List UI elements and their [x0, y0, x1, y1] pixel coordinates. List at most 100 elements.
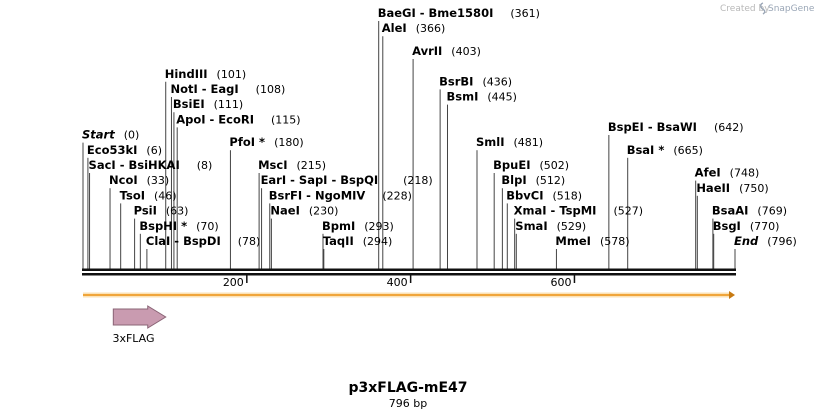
- restriction-site-naei[interactable]: NaeI (230): [270, 204, 338, 218]
- feature-arrow[interactable]: [112, 305, 167, 329]
- restriction-site-bsai[interactable]: BsaI * (665): [627, 143, 703, 157]
- site-name: BpmI: [322, 219, 355, 233]
- restriction-site-eco53ki[interactable]: Eco53kI (6): [87, 143, 162, 157]
- site-position: (796): [767, 235, 797, 248]
- restriction-site-baegi-bme1580i[interactable]: BaeGI - Bme1580I (361): [378, 6, 540, 20]
- site-position: (445): [487, 91, 517, 104]
- site-name: BsgI: [713, 219, 741, 233]
- site-name: XmaI - TspMI: [514, 204, 597, 218]
- restriction-site-tsoi[interactable]: TsoI (46): [120, 188, 177, 202]
- restriction-site-bsiei[interactable]: BsiEI (111): [173, 97, 243, 111]
- restriction-site-mmei[interactable]: MmeI (578): [555, 234, 629, 248]
- restriction-site-msci[interactable]: MscI (215): [258, 158, 326, 172]
- ruler-tick-label-200: 200: [223, 276, 244, 289]
- orf-bar: [83, 294, 729, 296]
- restriction-site-end[interactable]: End (796): [734, 234, 797, 248]
- site-name: BspHI *: [139, 219, 187, 233]
- restriction-site-bsrbi[interactable]: BsrBI (436): [439, 74, 512, 88]
- site-name: BlpI: [501, 173, 526, 187]
- sequence-ruler: 200 400 600: [82, 268, 736, 289]
- restriction-site-hindiii[interactable]: HindIII (101): [165, 67, 246, 81]
- site-name: BaeGI - Bme1580I: [378, 6, 494, 20]
- site-name: BsrFI - NgoMIV: [269, 188, 366, 202]
- restriction-site-blpi[interactable]: BlpI (512): [501, 173, 565, 187]
- credit-prefix: Created by: [720, 4, 770, 14]
- site-position: (215): [296, 159, 326, 172]
- restriction-site-bsrfi-ngomiv[interactable]: BsrFI - NgoMIV (228): [269, 188, 412, 202]
- restriction-site-pfoi[interactable]: PfoI * (180): [229, 135, 303, 149]
- site-name: PsiI: [134, 204, 157, 218]
- restriction-site-psii[interactable]: PsiI (63): [134, 204, 189, 218]
- site-position: (770): [750, 220, 780, 233]
- restriction-site-apoi-ecori[interactable]: ApoI - EcoRI (115): [176, 112, 300, 126]
- snapgene-credit: Created by SnapGene: [720, 2, 815, 15]
- restriction-site-bbvci[interactable]: BbvCI (518): [506, 188, 582, 202]
- restriction-site-bpuei[interactable]: BpuEI (502): [493, 158, 569, 172]
- site-name: BbvCI: [506, 188, 543, 202]
- site-name: ApoI - EcoRI: [176, 112, 254, 126]
- restriction-site-bsaai[interactable]: BsaAI (769): [712, 204, 787, 218]
- sequence-strand-top: [82, 268, 736, 271]
- restriction-site-taqii[interactable]: TaqII (294): [323, 234, 393, 248]
- site-position: (502): [540, 159, 570, 172]
- ruler-ticks: 200 400 600: [223, 275, 576, 289]
- restriction-site-afei[interactable]: AfeI (748): [695, 166, 760, 180]
- site-position: (769): [757, 205, 787, 218]
- restriction-site-eari-sapi-bspqi[interactable]: EarI - SapI - BspQI (218): [261, 173, 433, 187]
- site-name: EarI - SapI - BspQI: [261, 173, 379, 187]
- restriction-site-alei[interactable]: AleI (366): [382, 21, 446, 35]
- site-position: (228): [382, 189, 412, 202]
- site-position: (230): [309, 205, 339, 218]
- site-position: (33): [147, 174, 170, 187]
- site-position: (366): [416, 22, 446, 35]
- restriction-site-noti-eagi[interactable]: NotI - EagI (108): [170, 82, 285, 96]
- restriction-site-smli[interactable]: SmlI (481): [476, 135, 543, 149]
- site-position: (218): [403, 174, 433, 187]
- restriction-site-haeii[interactable]: HaeII (750): [696, 181, 768, 195]
- site-name: AvrII: [412, 44, 442, 58]
- site-name: ClaI - BspDI: [146, 234, 221, 248]
- site-name: AfeI: [695, 166, 721, 180]
- site-position: (294): [363, 235, 393, 248]
- site-position: (361): [510, 7, 540, 20]
- restriction-site-bsphi[interactable]: BspHI * (70): [139, 219, 218, 233]
- site-position: (578): [600, 235, 630, 248]
- site-labels: Start (0)Eco53kI (6)SacI - BsiHKAI (8) NcoI (…: [82, 6, 797, 248]
- restriction-site-xmai-tspmi[interactable]: XmaI - TspMI (527): [514, 204, 643, 218]
- restriction-site-bspei-bsawi[interactable]: BspEI - BsaWI (642): [608, 120, 744, 134]
- restriction-site-saci-bsihkai[interactable]: SacI - BsiHKAI (8): [89, 158, 213, 172]
- restriction-site-ncoi[interactable]: NcoI (33): [109, 173, 169, 187]
- site-position: (78): [238, 235, 261, 248]
- site-position: (518): [553, 189, 583, 202]
- site-name: Eco53kI: [87, 143, 138, 157]
- site-name: SmaI: [515, 219, 547, 233]
- site-name: HindIII: [165, 67, 208, 81]
- feature-3xflag: 3xFLAG: [112, 305, 167, 345]
- restriction-site-bpmi[interactable]: BpmI (293): [322, 219, 394, 233]
- site-name: MscI: [258, 158, 287, 172]
- site-name: BsaAI: [712, 204, 749, 218]
- site-position: (293): [364, 220, 394, 233]
- site-position: (63): [166, 205, 189, 218]
- site-position: (8): [197, 159, 213, 172]
- site-name: BsrBI: [439, 74, 473, 88]
- site-position: (436): [482, 75, 512, 88]
- restriction-site-start[interactable]: Start (0): [82, 128, 139, 142]
- restriction-site-bsgi[interactable]: BsgI (770): [713, 219, 780, 233]
- site-lines: [82, 21, 736, 270]
- site-position: (750): [739, 182, 769, 195]
- site-position: (0): [124, 129, 140, 142]
- credit-brand: SnapGene: [768, 4, 815, 14]
- restriction-site-smai[interactable]: SmaI (529): [515, 219, 586, 233]
- orf-arrowhead: [729, 291, 735, 299]
- restriction-site-bsmi[interactable]: BsmI (445): [446, 90, 516, 104]
- restriction-site-clai-bspdi[interactable]: ClaI - BspDI (78): [146, 234, 260, 248]
- site-position: (642): [714, 121, 744, 134]
- restriction-site-avrii[interactable]: AvrII (403): [412, 44, 481, 58]
- snapgene-logo-icon: [760, 2, 766, 15]
- site-name: NcoI: [109, 173, 138, 187]
- orf-track: [83, 291, 735, 299]
- site-name: MmeI: [555, 234, 591, 248]
- site-position: (481): [513, 136, 543, 149]
